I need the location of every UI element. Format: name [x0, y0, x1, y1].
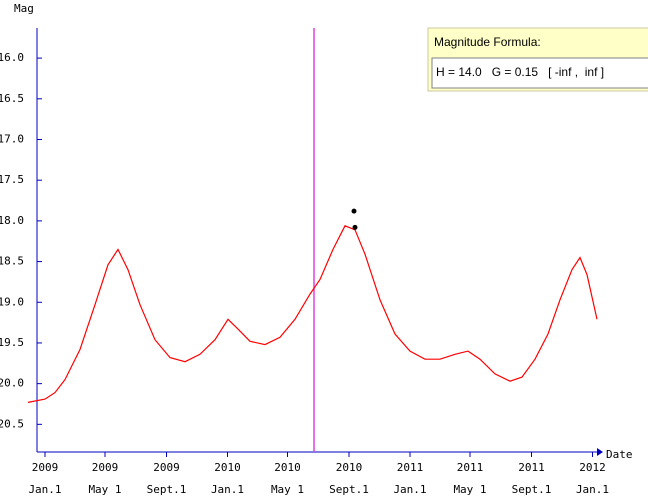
- x-tick-label: Jan.1: [28, 483, 61, 496]
- x-tick-label: Sept.1: [329, 483, 369, 496]
- formula-text: H = 14.0 G = 0.15 [ -inf , inf ]: [436, 65, 604, 79]
- x-axis-arrow: [597, 448, 603, 456]
- y-tick-label: 16.5: [0, 92, 24, 105]
- y-tick-label: 17.0: [0, 132, 24, 145]
- y-tick-label: 18.5: [0, 255, 24, 268]
- y-tick-label: 20.0: [0, 377, 24, 390]
- observation-point: [351, 208, 357, 214]
- x-tick-label: Sept.1: [147, 483, 187, 496]
- magnitude-curve: [27, 225, 598, 403]
- y-tick-label: 16.0: [0, 51, 24, 64]
- x-tick-label: May 1: [271, 483, 304, 496]
- y-tick-label: 18.0: [0, 214, 24, 227]
- x-tick-label: 2010: [214, 461, 241, 474]
- x-tick-label: 2010: [274, 461, 301, 474]
- x-tick-label: 2012: [579, 461, 606, 474]
- x-tick-label: Jan.1: [211, 483, 244, 496]
- x-tick-label: 2011: [518, 461, 545, 474]
- x-tick-label: 2010: [336, 461, 363, 474]
- x-tick-label: 2011: [457, 461, 484, 474]
- y-tick-label: 19.0: [0, 295, 24, 308]
- x-tick-label: 2009: [153, 461, 180, 474]
- y-axis-title: Mag: [14, 2, 34, 15]
- x-axis-title: Date: [606, 448, 633, 461]
- observation-point: [352, 224, 358, 230]
- x-tick-label: Sept.1: [512, 483, 552, 496]
- formula-field[interactable]: [431, 57, 648, 89]
- x-tick-label: 2011: [397, 461, 424, 474]
- legend-title: Magnitude Formula:: [434, 35, 541, 49]
- x-tick-label: Jan.1: [576, 483, 609, 496]
- x-tick-label: May 1: [453, 483, 486, 496]
- y-tick-label: 20.5: [0, 417, 24, 430]
- y-tick-label: 19.5: [0, 336, 24, 349]
- y-tick-label: 17.5: [0, 173, 24, 186]
- x-tick-label: Jan.1: [393, 483, 426, 496]
- x-tick-label: 2009: [32, 461, 59, 474]
- x-tick-label: May 1: [88, 483, 121, 496]
- x-tick-label: 2009: [92, 461, 119, 474]
